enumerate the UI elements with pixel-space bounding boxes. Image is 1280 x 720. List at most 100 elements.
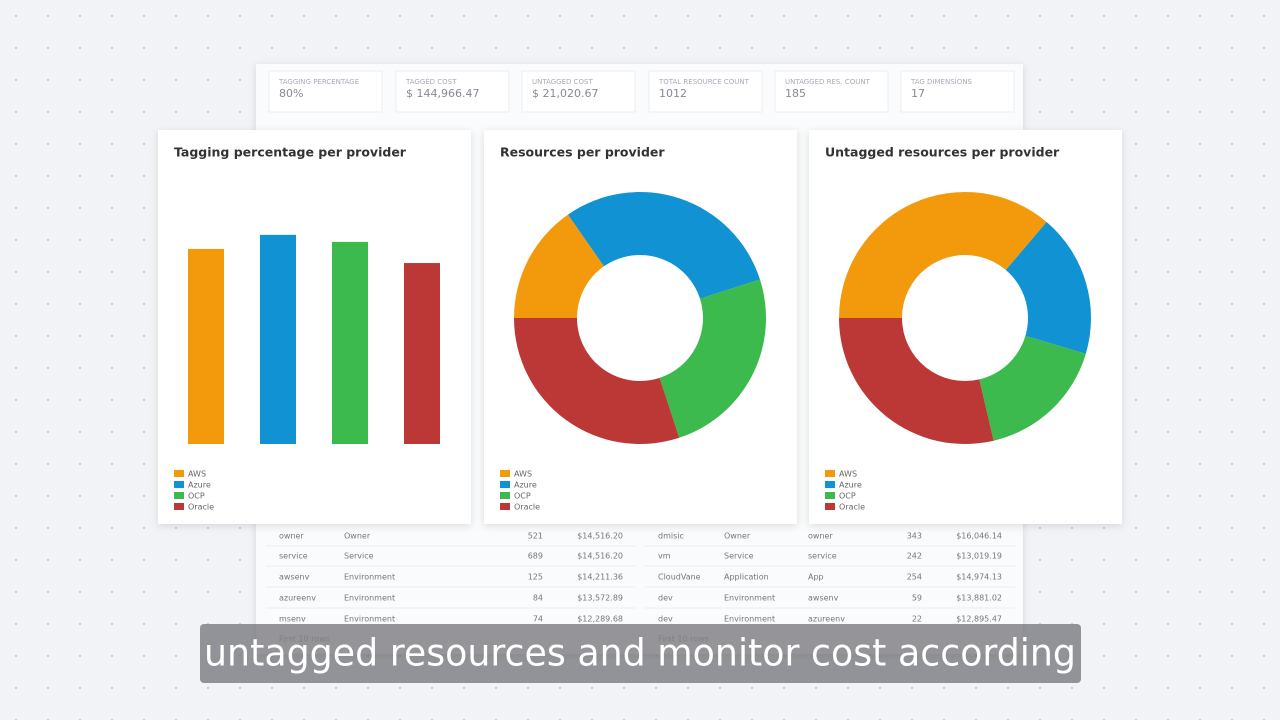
donut-slice	[979, 335, 1086, 441]
table-cell: 521	[528, 532, 543, 541]
table-cell: Owner	[344, 532, 371, 541]
table-cell: 242	[907, 552, 922, 561]
legend-label: Azure	[514, 481, 537, 490]
legend-label: Oracle	[839, 503, 865, 512]
kpi-card: TAGGED COST$ 144,966.47	[395, 70, 510, 113]
table-cell: 84	[533, 594, 543, 603]
legend-swatch	[500, 503, 510, 510]
kpi-label: TAGGED COST	[405, 78, 457, 86]
table-cell: service	[808, 552, 837, 561]
table-cell: $14,974.13	[956, 573, 1002, 582]
kpi-value: 80%	[279, 87, 303, 100]
legend-label: Oracle	[188, 503, 214, 512]
caption-text: untagged resources and monitor cost acco…	[204, 632, 1076, 675]
table-cell: $13,572.89	[577, 594, 623, 603]
table-cell: Environment	[724, 615, 775, 624]
legend-label: OCP	[188, 492, 205, 501]
kpi-card: UNTAGGED COST$ 21,020.67	[521, 70, 636, 113]
kpi-label: UNTAGGED RES. COUNT	[785, 78, 871, 86]
kpi-value: 17	[911, 87, 925, 100]
legend-swatch	[174, 503, 184, 510]
table-cell: $13,019.19	[956, 552, 1002, 561]
legend-swatch	[174, 481, 184, 488]
donut-slice	[659, 279, 766, 438]
table-cell: 343	[907, 532, 922, 541]
legend-label: OCP	[514, 492, 531, 501]
legend-swatch	[174, 470, 184, 477]
table-cell: $14,211.36	[577, 573, 623, 582]
table-cell: Service	[344, 552, 374, 561]
bar	[332, 241, 368, 444]
kpi-box	[521, 70, 636, 113]
chart-title: Resources per provider	[500, 145, 665, 160]
table-cell: service	[279, 552, 308, 561]
table-cell: vm	[658, 552, 671, 561]
legend-label: AWS	[188, 470, 206, 479]
bar	[260, 234, 296, 444]
table-cell: 689	[528, 552, 543, 561]
legend-swatch	[825, 503, 835, 510]
donut-slice	[514, 318, 680, 445]
legend-swatch	[825, 481, 835, 488]
kpi-value: $ 21,020.67	[532, 87, 598, 100]
table-cell: $12,289.68	[577, 615, 623, 624]
legend-label: Azure	[839, 481, 862, 490]
chart-title: Untagged resources per provider	[825, 145, 1060, 160]
kpi-box	[900, 70, 1015, 113]
table-cell: Service	[724, 552, 754, 561]
legend-swatch	[500, 470, 510, 477]
legend-label: OCP	[839, 492, 856, 501]
table-cell: 254	[907, 573, 922, 582]
legend-swatch	[500, 481, 510, 488]
donut-slice	[839, 318, 994, 444]
kpi-value: 185	[785, 87, 806, 100]
legend-swatch	[825, 470, 835, 477]
donut-slice	[1005, 222, 1091, 354]
table-cell: $12,895.47	[956, 615, 1002, 624]
table-cell: azureenv	[279, 594, 316, 603]
table-cell: Environment	[344, 615, 395, 624]
chart-title: Tagging percentage per provider	[174, 145, 407, 160]
table-cell: $13,881.02	[956, 594, 1002, 603]
table-cell: $14,516.20	[577, 552, 623, 561]
table-cell: dev	[658, 594, 673, 603]
table-cell: Environment	[344, 573, 395, 582]
kpi-box	[395, 70, 510, 113]
table-cell: 74	[533, 615, 543, 624]
table-cell: msenv	[279, 615, 306, 624]
table-cell: 22	[912, 615, 922, 624]
table-cell: Application	[724, 573, 769, 582]
table-cell: 125	[528, 573, 543, 582]
table-cell: $16,046.14	[956, 532, 1002, 541]
table-cell: Owner	[724, 532, 751, 541]
table-cell: App	[808, 573, 824, 582]
kpi-box	[268, 70, 383, 113]
legend-label: AWS	[514, 470, 532, 479]
table-cell: $14,516.20	[577, 532, 623, 541]
table-cell: CloudVane	[658, 573, 701, 582]
table-cell: dev	[658, 615, 673, 624]
donut-slice	[514, 214, 604, 318]
legend-swatch	[825, 492, 835, 499]
kpi-box	[774, 70, 889, 113]
kpi-label: UNTAGGED COST	[532, 78, 593, 86]
kpi-box	[648, 70, 763, 113]
table-cell: Environment	[724, 594, 775, 603]
donut-slice	[839, 192, 1047, 318]
legend-label: AWS	[839, 470, 857, 479]
legend-label: Azure	[188, 481, 211, 490]
table-cell: owner	[808, 532, 833, 541]
legend-swatch	[500, 492, 510, 499]
bar	[404, 263, 440, 444]
table-cell: Environment	[344, 594, 395, 603]
bar	[188, 248, 224, 444]
kpi-value: 1012	[659, 87, 687, 100]
table-cell: 59	[912, 594, 922, 603]
table-cell: dmisic	[658, 532, 684, 541]
